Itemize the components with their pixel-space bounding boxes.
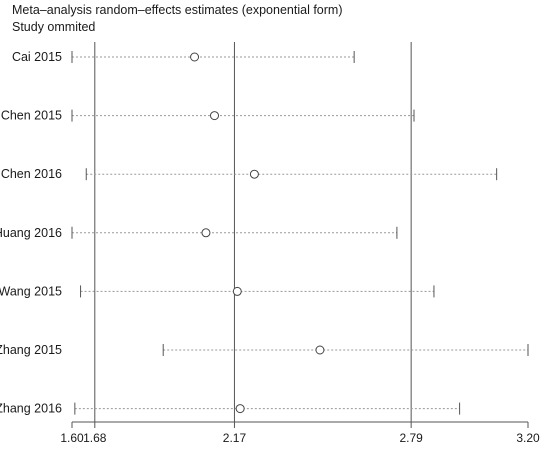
study-label: Zhang 2015	[0, 343, 62, 357]
x-tick-label: 1.60	[60, 431, 84, 445]
estimate-point	[232, 286, 242, 296]
x-tick-label: 3.20	[516, 431, 540, 445]
chart-title: Meta–analysis random–effects estimates (…	[12, 3, 343, 17]
estimate-point	[201, 228, 211, 238]
estimate-point	[235, 404, 245, 414]
study-label: Huang 2016	[0, 226, 62, 240]
study-label: Cai 2015	[12, 50, 62, 64]
x-tick-label: 2.17	[223, 431, 247, 445]
x-tick-label: 2.79	[399, 431, 423, 445]
estimate-point	[315, 345, 325, 355]
study-label: Chen 2015	[1, 109, 62, 123]
study-label: Chen 2016	[1, 167, 62, 181]
estimate-point	[210, 111, 219, 121]
x-tick-label: 1.68	[83, 431, 107, 445]
estimate-point	[190, 52, 200, 62]
estimate-point	[249, 169, 259, 179]
chart-subtitle: Study ommited	[12, 20, 96, 34]
study-label: Zhang 2016	[0, 402, 62, 416]
study-label: Wang 2015	[0, 284, 62, 298]
